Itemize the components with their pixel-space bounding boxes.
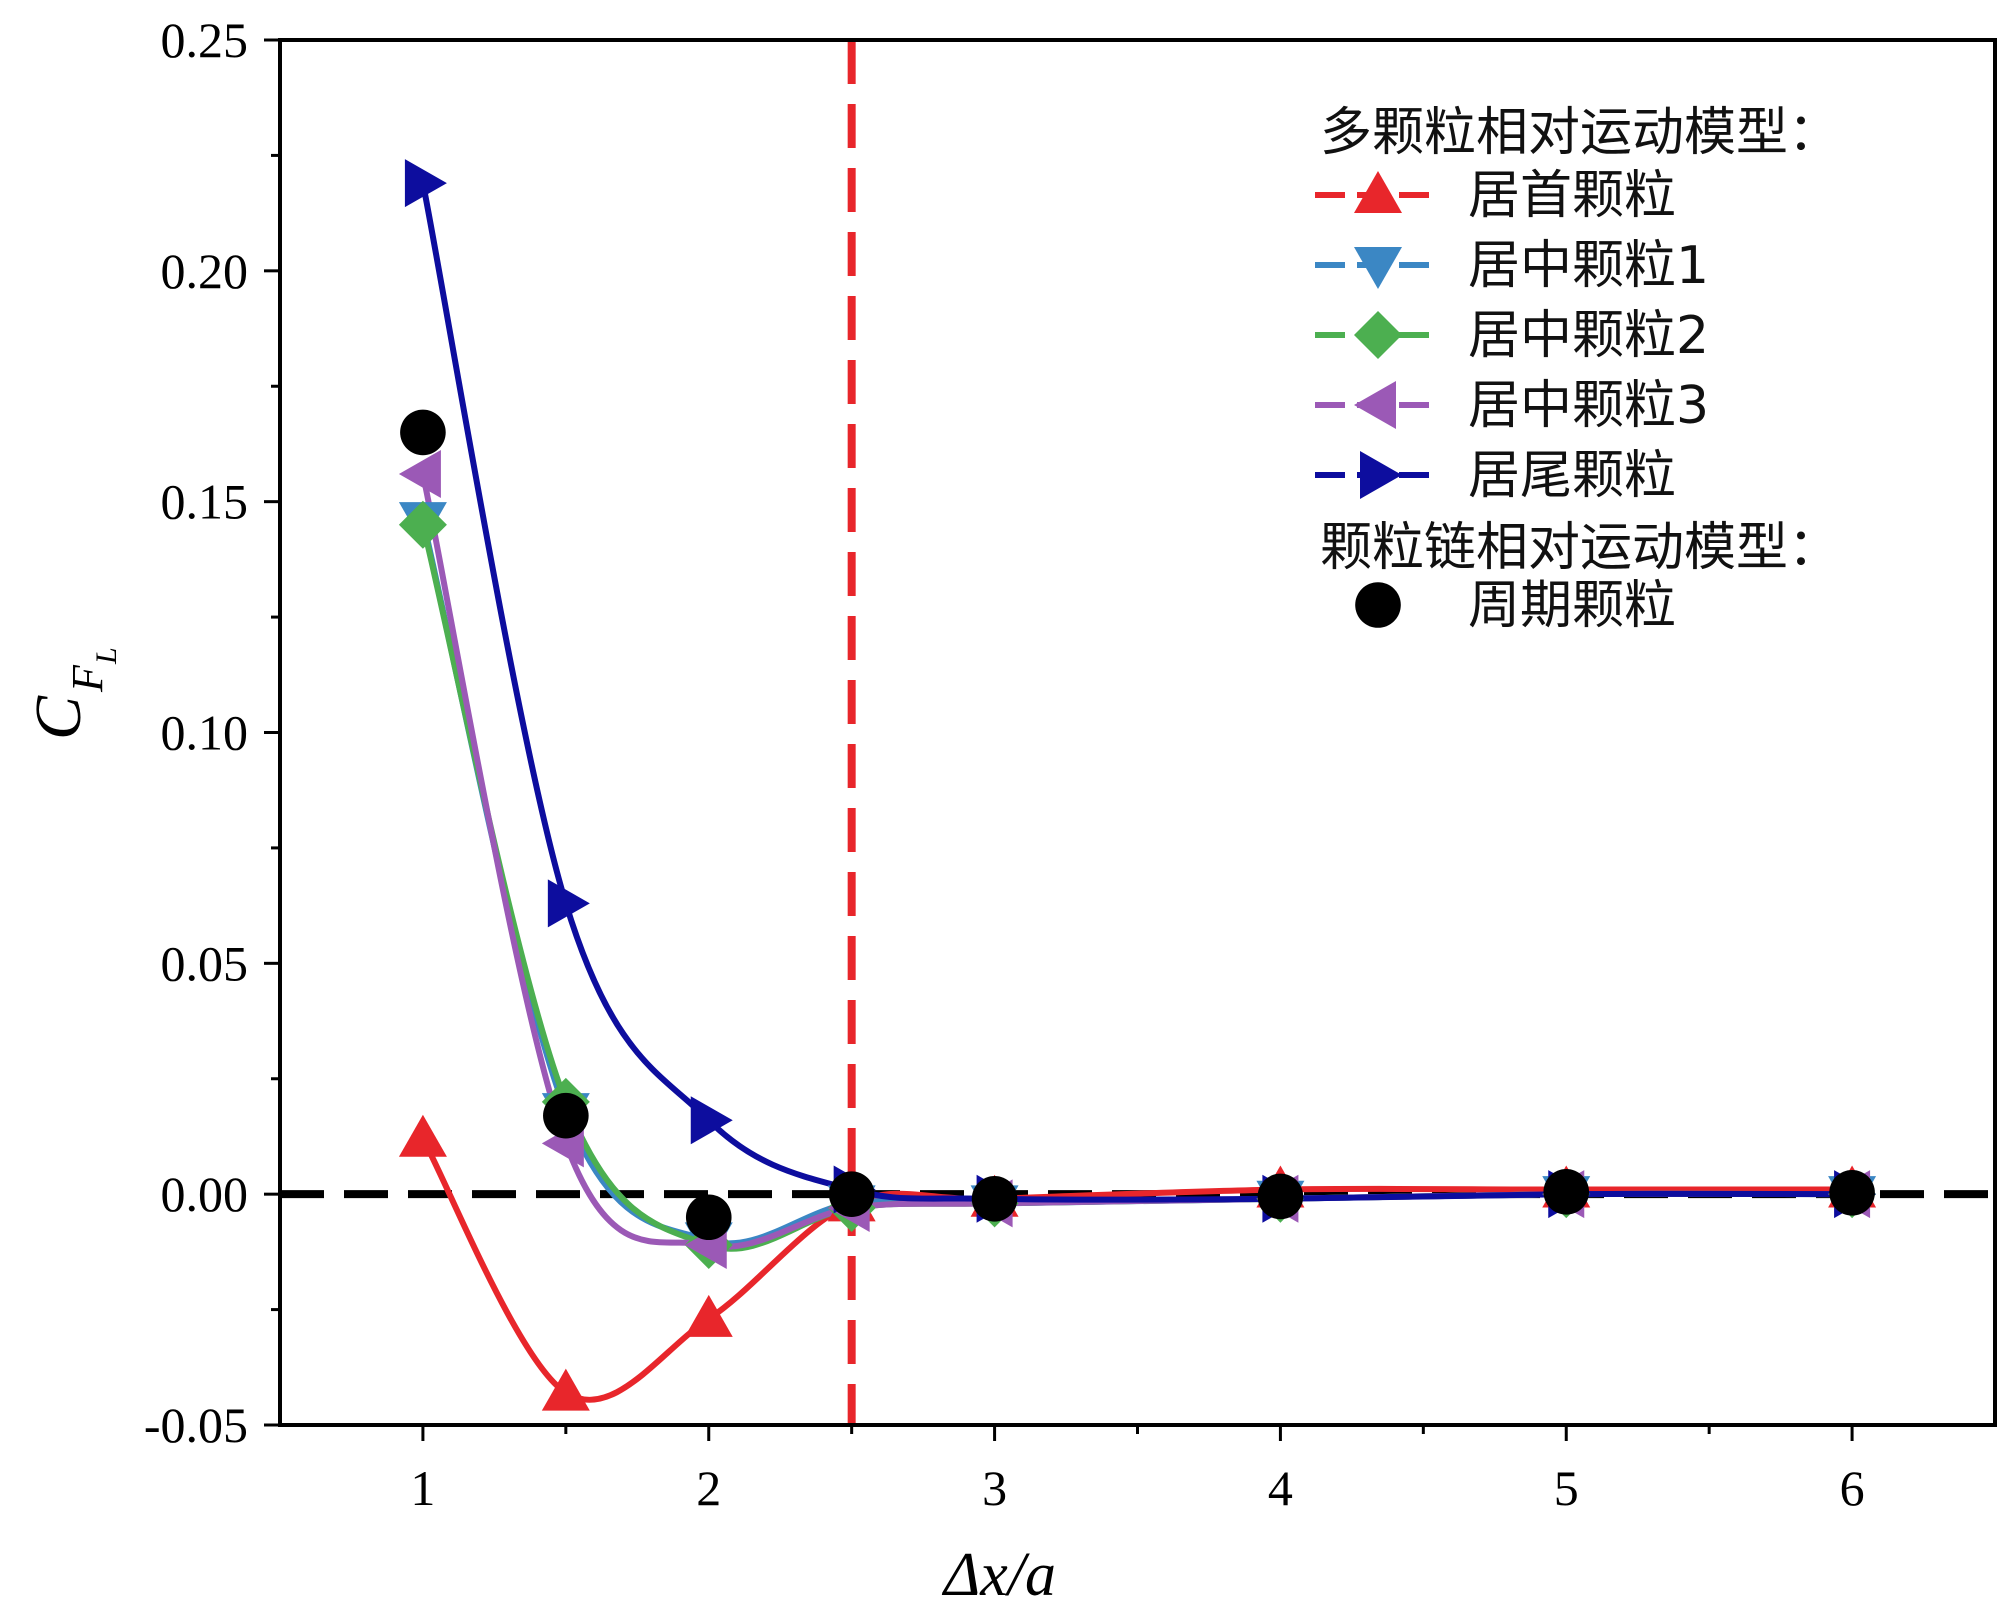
- data-point-series-1: [398, 1114, 447, 1157]
- legend-group1-title: 多颗粒相对运动模型：: [1320, 103, 1840, 163]
- y-tick-label: 0.25: [161, 12, 249, 68]
- y-tick-label: 0.15: [161, 474, 249, 530]
- data-point-series-5: [547, 879, 590, 928]
- x-tick-label: 1: [410, 1460, 435, 1516]
- x-axis: 1 2 3 4 5 6: [410, 1425, 1865, 1516]
- y-tick-label: 0.00: [161, 1166, 249, 1222]
- x-tick-label: 6: [1840, 1460, 1865, 1516]
- legend-marker-3: [1354, 311, 1402, 359]
- legend-label-6: 周期颗粒: [1468, 576, 1676, 636]
- data-point-series-5: [690, 1096, 733, 1145]
- y-axis-title-subsub: L: [90, 647, 123, 665]
- data-point-series-6: [400, 409, 446, 456]
- legend-group2-title: 颗粒链相对运动模型：: [1320, 518, 1840, 578]
- data-point-series-6: [1829, 1169, 1875, 1216]
- legend-marker-5: [1360, 451, 1402, 499]
- reference-lines: [280, 40, 1995, 1425]
- plot-frame: [278, 38, 1997, 1427]
- y-axis-title-sub: F: [63, 664, 112, 693]
- series-line-5: [419, 182, 1853, 1203]
- y-tick-label: -0.05: [144, 1397, 248, 1453]
- data-point-series-6: [543, 1092, 589, 1139]
- data-point-series-6: [1257, 1173, 1304, 1220]
- y-axis-title-main: C: [22, 695, 95, 740]
- data-point-series-3: [398, 500, 447, 549]
- data-point-series-6: [971, 1175, 1018, 1222]
- data-point-series-6: [828, 1171, 875, 1217]
- legend-label-3: 居中颗粒2: [1468, 306, 1709, 366]
- x-tick-label: 3: [982, 1460, 1007, 1516]
- legend-label-5: 居尾颗粒: [1468, 446, 1676, 506]
- legend-marker-6: [1355, 582, 1401, 628]
- y-axis: -0.05 0.00 0.05 0.10 0.15 0.20 0.25: [144, 12, 280, 1453]
- legend-label-1: 居首颗粒: [1468, 166, 1676, 226]
- legend-label-2: 居中颗粒1: [1468, 236, 1709, 296]
- series-line-1: [420, 1137, 1853, 1403]
- y-tick-label: 0.10: [161, 705, 249, 761]
- data-point-series-1: [684, 1294, 733, 1337]
- x-tick-label: 4: [1268, 1460, 1293, 1516]
- data-point-series-1: [541, 1368, 590, 1411]
- legend-marker-2: [1354, 247, 1402, 289]
- legend-marker-1: [1354, 171, 1402, 213]
- y-tick-label: 0.20: [161, 243, 249, 299]
- series-markers: [398, 159, 1877, 1411]
- x-axis-title: Δx/a: [941, 1541, 1056, 1603]
- legend-label-4: 居中颗粒3: [1468, 376, 1709, 436]
- data-point-series-6: [685, 1194, 732, 1241]
- x-tick-label: 2: [696, 1460, 721, 1516]
- data-point-series-4: [398, 449, 441, 498]
- y-axis-title: C F L: [22, 647, 123, 740]
- data-point-series-5: [404, 159, 447, 208]
- legend-marker-4: [1354, 381, 1396, 429]
- x-tick-label: 5: [1554, 1460, 1579, 1516]
- y-tick-label: 0.05: [161, 935, 249, 991]
- data-point-series-6: [1543, 1169, 1590, 1215]
